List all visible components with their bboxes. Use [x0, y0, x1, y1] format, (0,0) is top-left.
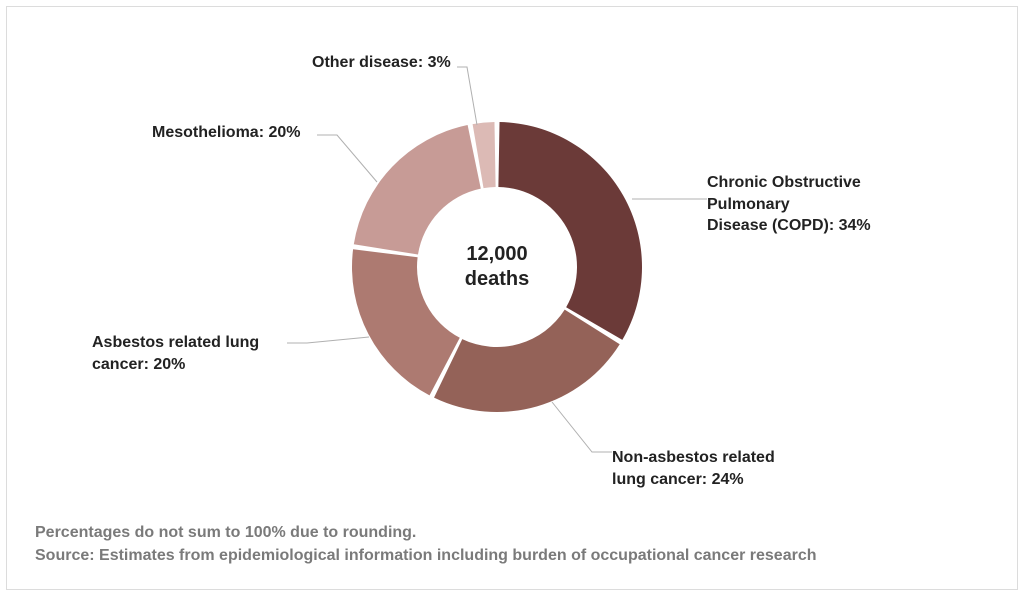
slice-label-3: Mesothelioma: 20% [152, 122, 352, 144]
leader-line-4 [457, 67, 477, 125]
donut-chart: 12,000 deaths Chronic Obstructive Pulmon… [7, 7, 1017, 589]
center-label: 12,000 deaths [465, 242, 529, 292]
chart-footer: Percentages do not sum to 100% due to ro… [35, 521, 817, 567]
slice-label-1: Non-asbestos related lung cancer: 24% [612, 447, 842, 490]
leader-line-1 [552, 402, 612, 452]
donut-slice-0 [498, 122, 642, 340]
donut-slice-1 [434, 310, 620, 412]
center-label-line1: 12,000 [466, 243, 527, 265]
center-label-line2: deaths [465, 268, 529, 290]
slice-label-2: Asbestos related lung cancer: 20% [92, 332, 302, 375]
donut-svg [7, 7, 1019, 591]
slice-label-0: Chronic Obstructive Pulmonary Disease (C… [707, 172, 937, 237]
donut-slice-2 [352, 249, 460, 395]
footer-line-1: Percentages do not sum to 100% due to ro… [35, 521, 817, 544]
chart-frame: 12,000 deaths Chronic Obstructive Pulmon… [6, 6, 1018, 590]
slice-label-4: Other disease: 3% [312, 52, 492, 74]
donut-slice-3 [354, 125, 481, 254]
footer-line-2: Source: Estimates from epidemiological i… [35, 544, 817, 567]
